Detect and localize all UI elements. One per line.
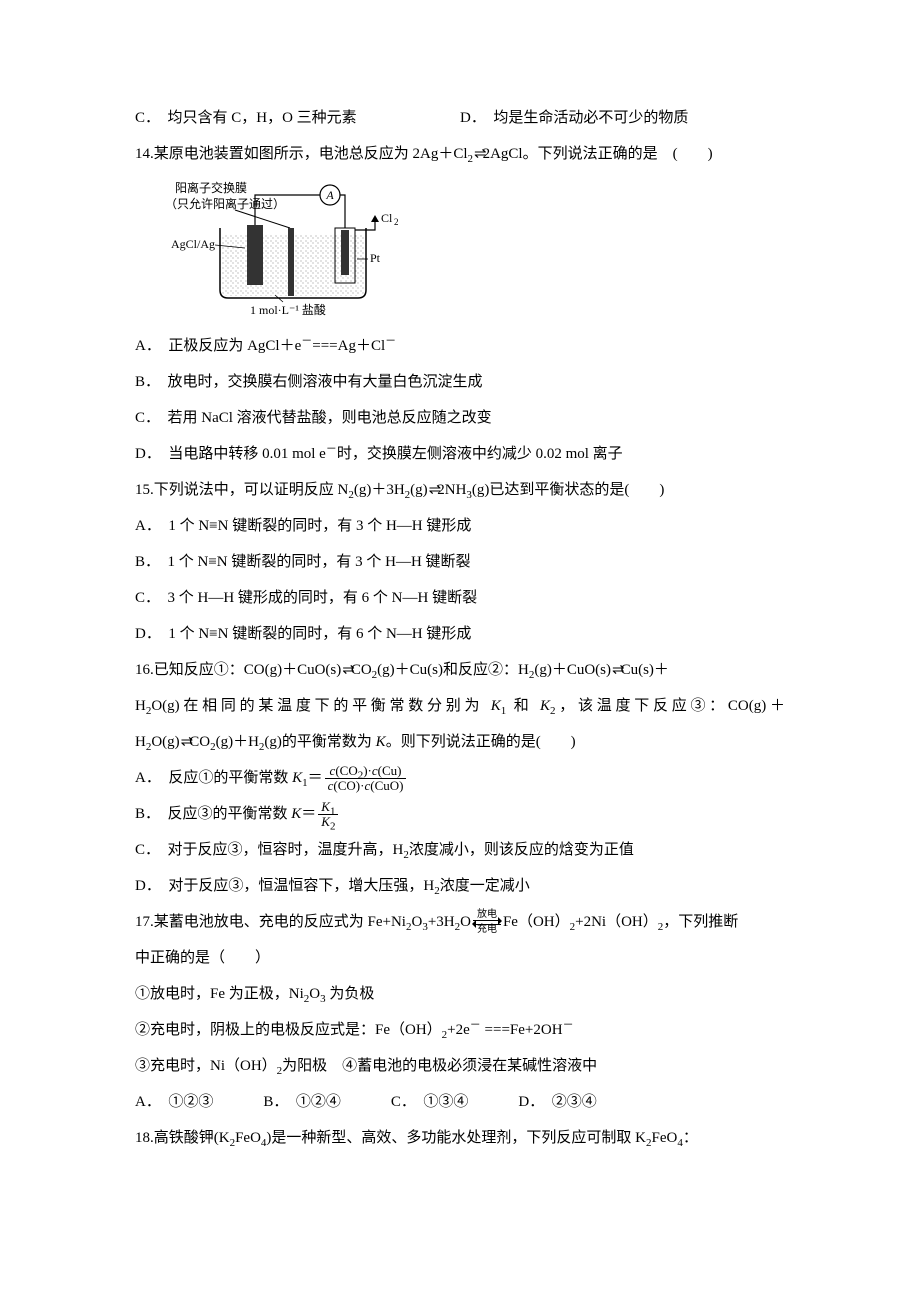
q13-opt-c: C． 均只含有 C，H，O 三种元素 [135,100,460,136]
q14-figure: 阳离子交换膜 （只允许阳离子通过） A [165,180,785,320]
q16-opt-c: C． 对于反应③，恒容时，温度升高，H2浓度减小，则该反应的焓变为正值 [135,832,785,868]
equilibrium-arrow-icon: ⇌ [342,663,350,678]
q13-opt-d: D． 均是生命活动必不可少的物质 [460,100,785,136]
equilibrium-arrow-icon: ⇌ [612,663,620,678]
fraction: c(CO2)·c(Cu)c(CO)·c(CuO) [325,764,407,794]
q17-opt-b: B． ①②④ [263,1084,341,1120]
q14-opt-b: B． 放电时，交换膜右侧溶液中有大量白色沉淀生成 [135,364,785,400]
q16-line3: H2O(g)⇌CO2(g)＋H2(g)的平衡常数为 K。则下列说法正确的是( ) [135,724,785,760]
q15-stem: 15.下列说法中，可以证明反应 N2(g)＋3H2(g)⇌2NH3(g)已达到平… [135,472,785,508]
q17-opt-c: C． ①③④ [391,1084,469,1120]
equilibrium-arrow-icon: ⇌ [429,483,437,498]
q14-opt-d: D． 当电路中转移 0.01 mol e－时，交换膜左侧溶液中约减少 0.02 … [135,436,785,472]
svg-text:A: A [325,188,334,202]
q14-opt-a: A． 正极反应为 AgCl＋e－===Ag＋Cl－ [135,328,785,364]
q17-options: A． ①②③ B． ①②④ C． ①③④ D． ②③④ [135,1084,785,1120]
q14-opt-c: C． 若用 NaCl 溶液代替盐酸，则电池总反应随之改变 [135,400,785,436]
q14-stem: 14.某原电池装置如图所示，电池总反应为 2Ag＋Cl2⇌2AgCl。下列说法正… [135,136,785,172]
q17-s1: ①放电时，Fe 为正极，Ni2O3 为负极 [135,976,785,1012]
exam-page: C． 均只含有 C，H，O 三种元素 D． 均是生命活动必不可少的物质 14.某… [0,0,920,1216]
equilibrium-arrow-icon: ⇌ [474,147,482,162]
q15-opt-d: D． 1 个 N≡N 键断裂的同时，有 6 个 N—H 键形成 [135,616,785,652]
q17-s3: ③充电时，Ni（OH）2为阳极 ④蓄电池的电极必须浸在某碱性溶液中 [135,1048,785,1084]
q16-opt-b: B． 反应③的平衡常数 K＝K1K2 [135,796,785,832]
q15-opt-a: A． 1 个 N≡N 键断裂的同时，有 3 个 H—H 键形成 [135,508,785,544]
svg-text:Pt: Pt [370,251,381,265]
fraction: K1K2 [318,800,338,830]
q15-opt-b: B． 1 个 N≡N 键断裂的同时，有 3 个 H—H 键断裂 [135,544,785,580]
q16-opt-d: D． 对于反应③，恒温恒容下，增大压强，H2浓度一定减小 [135,868,785,904]
q17-s2: ②充电时，阴极上的电极反应式是：Fe（OH）2+2e－ ===Fe+2OH－ [135,1012,785,1048]
q17-opt-d: D． ②③④ [518,1084,596,1120]
q17-opt-a: A． ①②③ [135,1084,213,1120]
svg-text:AgCl/Ag: AgCl/Ag [171,237,215,251]
svg-text:2: 2 [394,217,399,227]
discharge-charge-arrow-icon: 放电充电 [473,910,501,935]
q16-line2: H2O(g)在相同的某温度下的平衡常数分别为 K1 和 K2，该温度下反应③：C… [135,688,785,724]
q18-line: 18.高铁酸钾(K2FeO4)是一种新型、高效、多功能水处理剂，下列反应可制取 … [135,1120,785,1156]
q17-line2: 中正确的是（ ） [135,940,785,976]
equilibrium-arrow-icon: ⇌ [181,735,189,750]
q13-options-row: C． 均只含有 C，H，O 三种元素 D． 均是生命活动必不可少的物质 [135,100,785,136]
svg-text:Cl: Cl [381,211,393,225]
q16-opt-a: A． 反应①的平衡常数 K1＝c(CO2)·c(Cu)c(CO)·c(CuO) [135,760,785,796]
q16-line1: 16.已知反应①：CO(g)＋CuO(s)⇌CO2(g)＋Cu(s)和反应②：H… [135,652,785,688]
q15-opt-c: C． 3 个 H—H 键形成的同时，有 6 个 N—H 键断裂 [135,580,785,616]
svg-text:1 mol·L⁻¹ 盐酸: 1 mol·L⁻¹ 盐酸 [250,302,326,317]
q17-line1: 17.某蓄电池放电、充电的反应式为 Fe+Ni2O3+3H2O放电充电Fe（OH… [135,904,785,940]
svg-text:（只允许阳离子通过）: （只允许阳离子通过） [165,196,285,211]
svg-text:阳离子交换膜: 阳离子交换膜 [175,180,247,195]
